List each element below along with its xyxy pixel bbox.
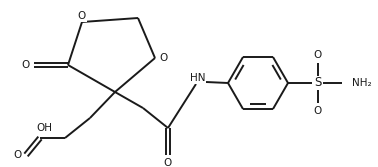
- Text: HN: HN: [190, 73, 206, 83]
- Text: O: O: [314, 50, 322, 60]
- Text: O: O: [159, 53, 167, 63]
- Text: O: O: [14, 150, 22, 160]
- Text: S: S: [314, 76, 322, 90]
- Text: O: O: [164, 158, 172, 167]
- Text: O: O: [22, 60, 30, 70]
- Text: NH₂: NH₂: [352, 78, 372, 88]
- Text: O: O: [314, 106, 322, 116]
- Text: O: O: [78, 11, 86, 21]
- Text: OH: OH: [36, 123, 52, 133]
